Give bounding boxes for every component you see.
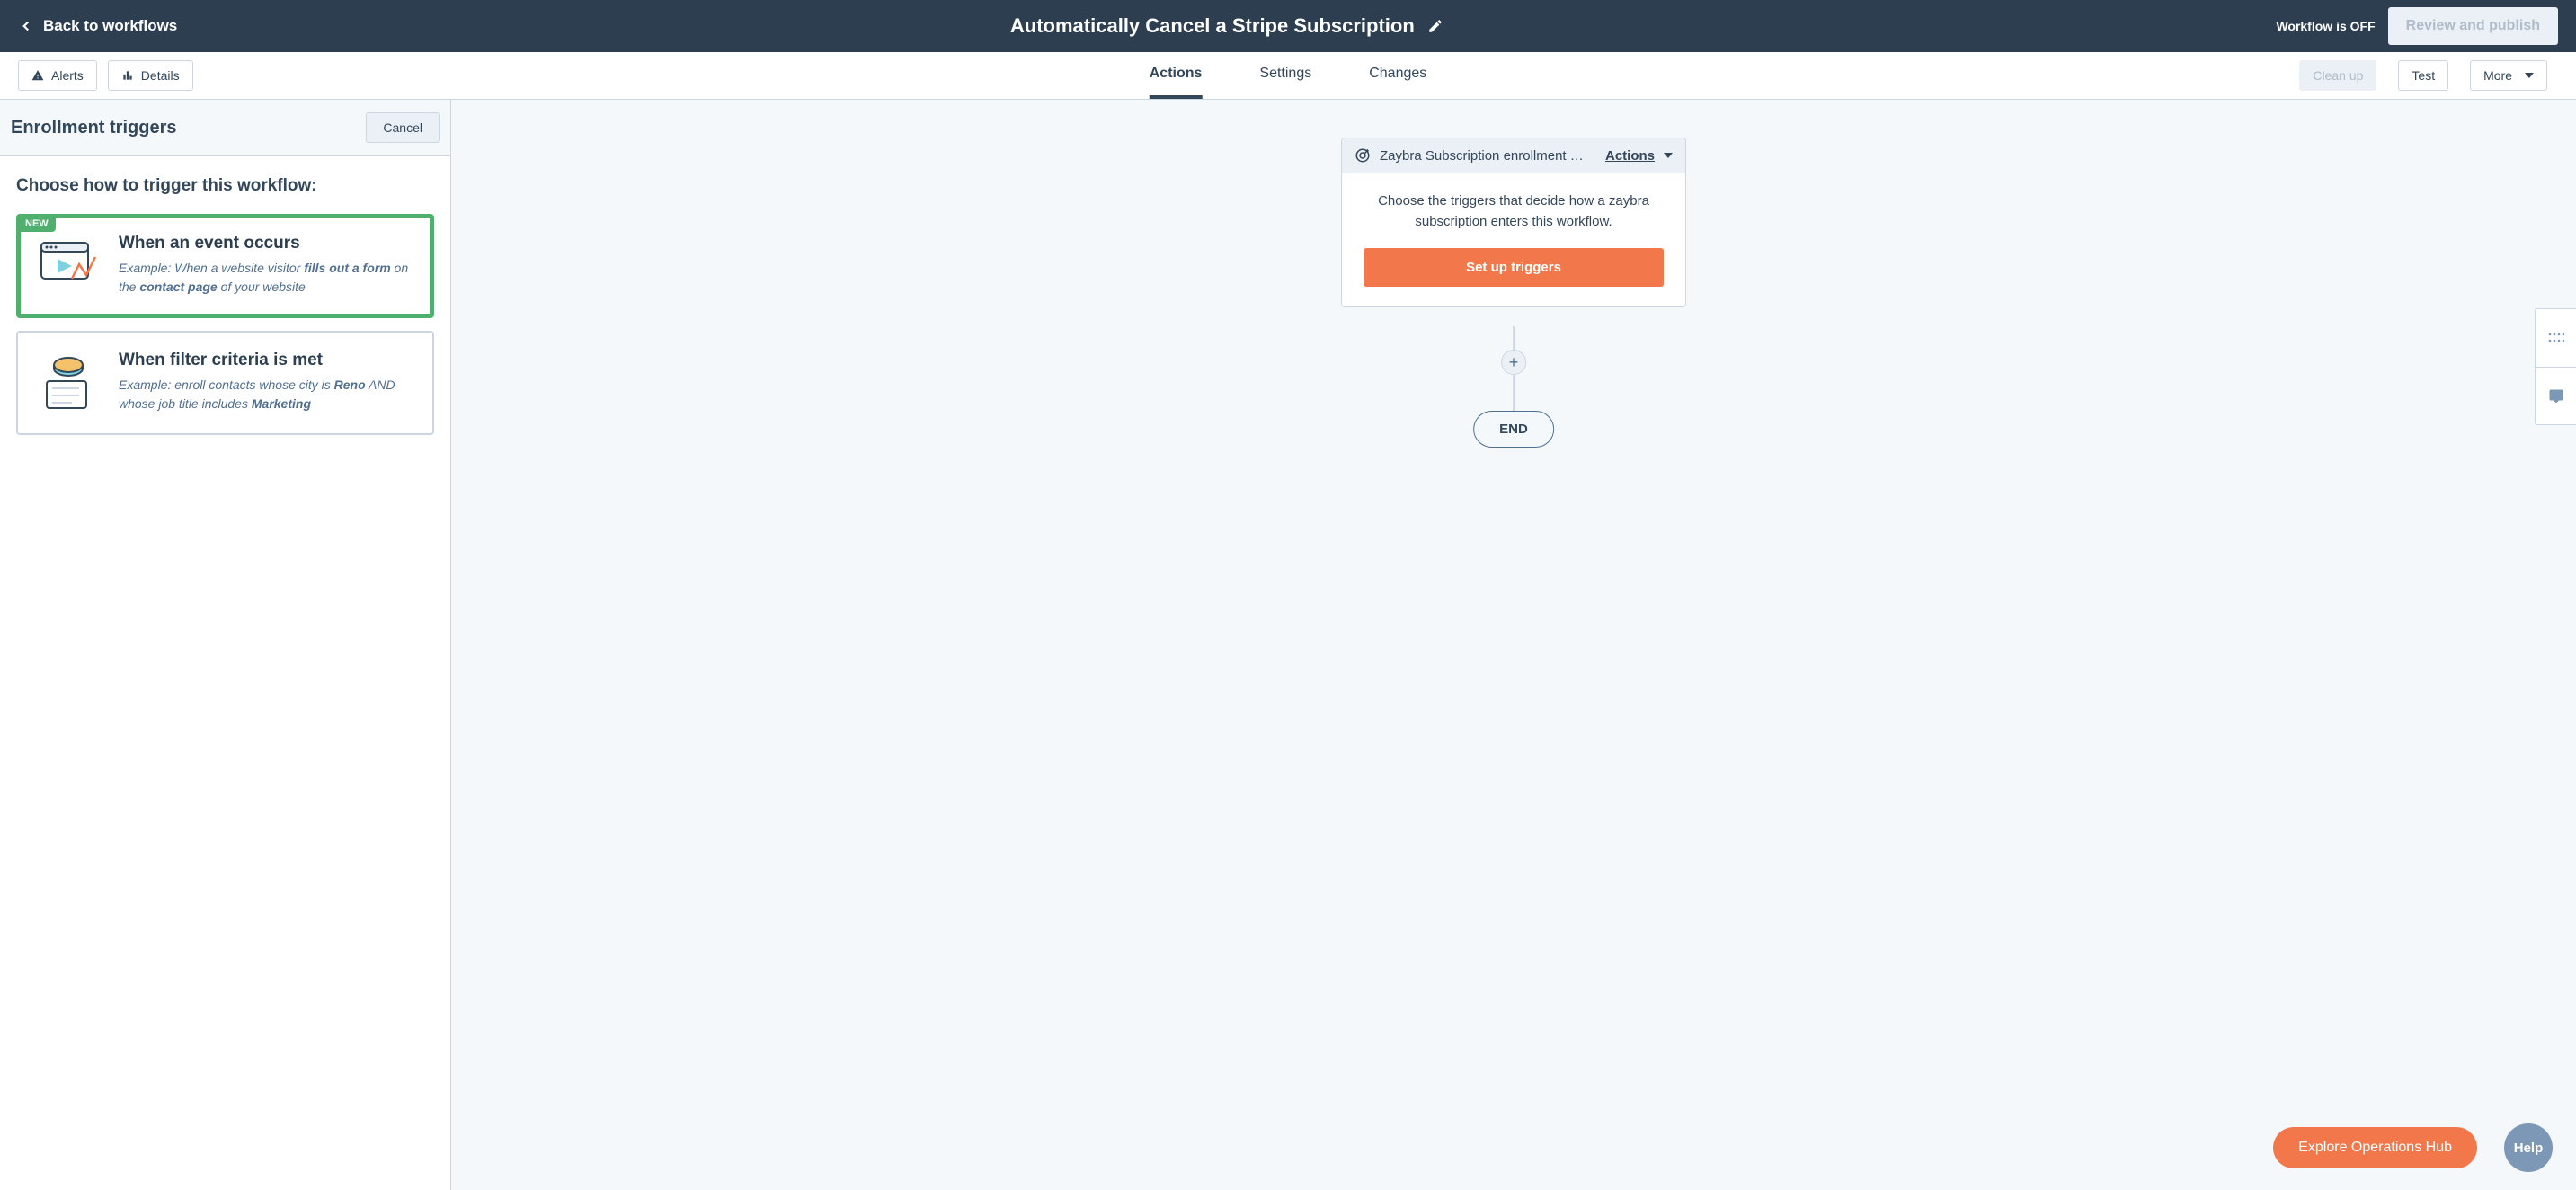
workflow-title: Automatically Cancel a Stripe Subscripti… (1010, 14, 1415, 38)
sidebar-title: Enrollment triggers (11, 118, 176, 138)
review-publish-button[interactable]: Review and publish (2388, 7, 2558, 45)
end-node: END (1473, 411, 1554, 448)
topbar-center: Automatically Cancel a Stripe Subscripti… (177, 14, 2276, 38)
sidebar: Enrollment triggers Cancel Choose how to… (0, 100, 451, 1190)
back-label: Back to workflows (43, 17, 177, 35)
canvas: Zaybra Subscription enrollment … Actions… (451, 100, 2576, 1190)
cancel-button[interactable]: Cancel (366, 112, 440, 143)
main: Enrollment triggers Cancel Choose how to… (0, 100, 2576, 1190)
enrollment-node-description: Choose the triggers that decide how a za… (1364, 191, 1664, 232)
tabs: Actions Settings Changes (1150, 52, 1427, 99)
back-to-workflows-link[interactable]: Back to workflows (18, 17, 177, 35)
new-badge: NEW (18, 216, 56, 232)
option-filter-desc: Example: enroll contacts whose city is R… (119, 376, 414, 413)
topbar: Back to workflows Automatically Cancel a… (0, 0, 2576, 52)
option-filter-title: When filter criteria is met (119, 351, 414, 370)
node-actions-dropdown[interactable]: Actions (1605, 148, 1673, 164)
grid-icon (2548, 333, 2564, 343)
filter-illustration-icon (36, 351, 101, 415)
alerts-button[interactable]: Alerts (18, 60, 97, 91)
option-event-text: When an event occurs Example: When a web… (119, 234, 414, 298)
pencil-icon[interactable] (1427, 18, 1443, 34)
setup-triggers-button[interactable]: Set up triggers (1364, 248, 1664, 287)
connector-line (1513, 326, 1515, 350)
comments-button[interactable] (2536, 367, 2576, 424)
more-label: More (2483, 68, 2512, 83)
trigger-option-event[interactable]: NEW When an event occurs Example: When a… (16, 214, 434, 318)
tabbar-right: Clean up Test More (2299, 60, 2558, 91)
choose-how-label: Choose how to trigger this workflow: (16, 176, 434, 196)
comment-icon (2547, 388, 2565, 404)
connector-line (1513, 375, 1515, 411)
alerts-label: Alerts (51, 68, 84, 83)
tab-changes[interactable]: Changes (1369, 52, 1426, 99)
sidebar-body: Choose how to trigger this workflow: NEW… (0, 156, 450, 467)
details-button[interactable]: Details (108, 60, 193, 91)
chevron-left-icon (18, 18, 34, 34)
node-actions-label: Actions (1605, 148, 1655, 164)
option-event-title: When an event occurs (119, 234, 414, 253)
explore-operations-hub-button[interactable]: Explore Operations Hub (2273, 1127, 2477, 1168)
tab-actions[interactable]: Actions (1150, 52, 1203, 99)
event-illustration-icon (36, 234, 101, 298)
trigger-option-filter[interactable]: When filter criteria is met Example: enr… (16, 331, 434, 435)
tabbar: Alerts Details Actions Settings Changes … (0, 52, 2576, 100)
more-button[interactable]: More (2470, 60, 2547, 91)
cleanup-button[interactable]: Clean up (2299, 60, 2376, 91)
option-filter-text: When filter criteria is met Example: enr… (119, 351, 414, 415)
chevron-down-icon (2525, 73, 2534, 78)
enrollment-node-header: Zaybra Subscription enrollment … Actions (1342, 138, 1685, 173)
help-button[interactable]: Help (2504, 1123, 2553, 1172)
enrollment-node-body: Choose the triggers that decide how a za… (1342, 173, 1685, 306)
tab-settings[interactable]: Settings (1259, 52, 1311, 99)
bar-chart-icon (121, 69, 134, 82)
enrollment-node-title: Zaybra Subscription enrollment … (1380, 148, 1596, 164)
minimap-button[interactable] (2536, 309, 2576, 367)
right-rail (2535, 308, 2576, 425)
target-icon (1355, 147, 1371, 164)
workflow-status: Workflow is OFF (2276, 19, 2375, 33)
connector: + END (1473, 326, 1554, 448)
add-action-button[interactable]: + (1501, 350, 1526, 375)
test-button[interactable]: Test (2398, 60, 2448, 91)
topbar-right: Workflow is OFF Review and publish (2276, 7, 2558, 45)
chevron-down-icon (1664, 153, 1673, 158)
enrollment-node: Zaybra Subscription enrollment … Actions… (1341, 138, 1686, 307)
details-label: Details (141, 68, 180, 83)
warning-icon (31, 69, 44, 82)
sidebar-header: Enrollment triggers Cancel (0, 100, 450, 156)
option-event-desc: Example: When a website visitor fills ou… (119, 259, 414, 297)
